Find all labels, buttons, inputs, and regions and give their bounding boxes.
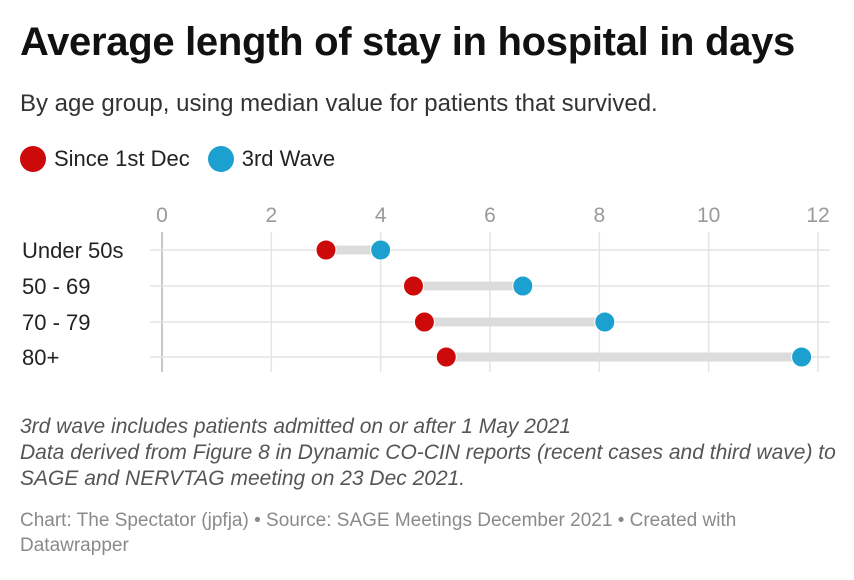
category-label-2: 70 - 79 [22,310,91,335]
note-line-2: Data derived from Figure 8 in Dynamic CO… [20,441,836,490]
legend-swatch-3rd-wave [207,146,234,172]
dot-3rd-wave-1 [512,275,534,297]
category-label-1: 50 - 69 [22,274,91,299]
dot-since-1st-dec-3 [435,346,457,368]
note-line-1: 3rd wave includes patients admitted on o… [20,415,571,438]
dot-since-1st-dec-1 [402,275,424,297]
x-tick-label-0: 0 [156,204,168,227]
chart-title: Average length of stay in hospital in da… [20,20,795,64]
dot-since-1st-dec-2 [413,311,435,333]
dot-since-1st-dec-0 [315,239,337,261]
dot-range-chart: 0 2 4 6 8 10 12 Under 50s 50 - 69 70 - 79 80+ [22,204,830,372]
legend-item-since-1st-dec: Since 1st Dec [20,146,190,172]
dot-3rd-wave-0 [370,239,392,261]
legend: Since 1st Dec 3rd Wave [20,146,353,172]
legend-swatch-since-1st-dec [20,146,46,172]
legend-item-3rd-wave: 3rd Wave [207,146,336,172]
x-tick-label-10: 10 [697,204,720,227]
x-tick-label-6: 6 [484,204,496,227]
x-tick-label-12: 12 [806,204,829,227]
dot-3rd-wave-2 [594,311,616,333]
x-tick-label-2: 2 [265,204,277,227]
chart-credit: Chart: The Spectator (jpfja) • Source: S… [20,510,737,556]
legend-label-since-1st-dec: Since 1st Dec [54,146,190,171]
x-tick-label-4: 4 [375,204,387,227]
category-label-3: 80+ [22,345,59,370]
x-tick-label-8: 8 [593,204,605,227]
dot-3rd-wave-3 [791,346,813,368]
chart-subtitle: By age group, using median value for pat… [20,90,658,117]
chart-notes: 3rd wave includes patients admitted on o… [20,414,840,492]
category-label-0: Under 50s [22,238,124,263]
legend-label-3rd-wave: 3rd Wave [241,146,336,171]
